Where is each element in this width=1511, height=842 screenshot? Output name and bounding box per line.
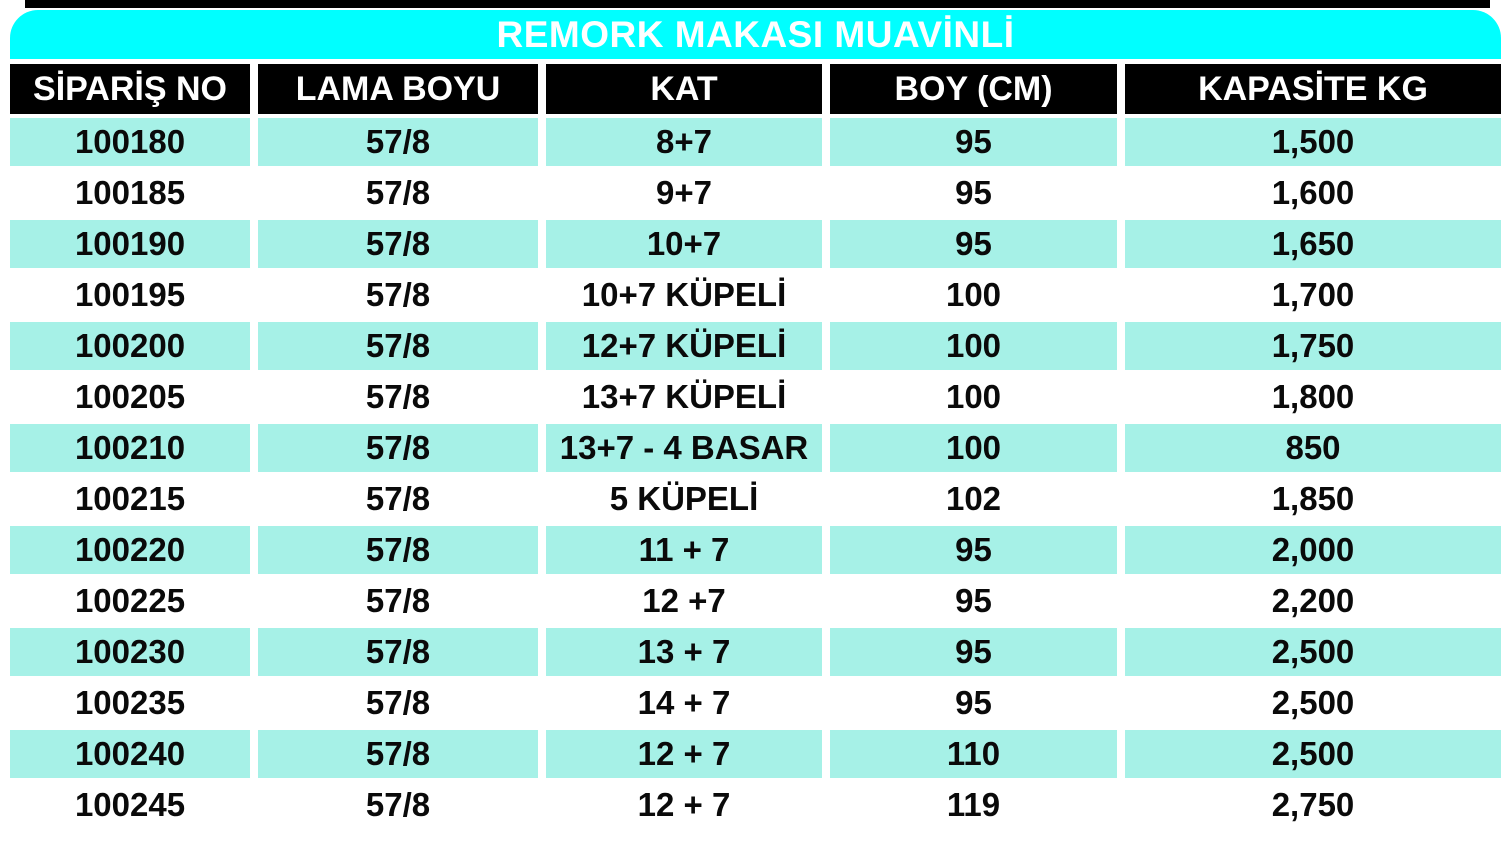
table-title-bar: REMORK MAKASI MUAVİNLİ (10, 10, 1501, 59)
table-cell: 2,500 (1125, 730, 1501, 778)
table-cell: 1,600 (1271, 174, 1355, 211)
table-cell: 100 (945, 276, 1002, 313)
table-cell: 12 +7 (642, 582, 726, 619)
table-cell: 12 + 7 (546, 730, 822, 778)
table-cell: 13 + 7 (546, 628, 822, 676)
column-header-3: BOY (CM) (830, 64, 1117, 114)
table-cell: 2,200 (1271, 582, 1355, 619)
table-cell: 95 (830, 220, 1117, 268)
table-cell: 100210 (10, 424, 250, 472)
table-cell: 850 (1125, 424, 1501, 472)
column-header-1: LAMA BOYU (258, 64, 538, 114)
table-cell: 57/8 (258, 628, 538, 676)
table-cell: 95 (955, 684, 992, 721)
table-cell: 57/8 (365, 684, 431, 721)
table-cell: 10+7 KÜPELİ (581, 276, 787, 313)
table-cell: 57/8 (258, 118, 538, 166)
table-cell: 100240 (10, 730, 250, 778)
column-header-2: KAT (546, 64, 822, 114)
table-header-row: SİPARİŞ NO LAMA BOYU KAT BOY (CM) KAPASİTE K… (10, 64, 1501, 114)
table-cell: 100225 (74, 582, 186, 619)
table-cell: 57/8 (365, 480, 431, 517)
table-cell: 100180 (10, 118, 250, 166)
column-header-0: SİPARİŞ NO (10, 64, 250, 114)
table-cell: 57/8 (365, 378, 431, 415)
table-cell: 100200 (10, 322, 250, 370)
table-cell: 10+7 (546, 220, 822, 268)
table-cell: 13+7 KÜPELİ (581, 378, 787, 415)
table-cell: 95 (955, 582, 992, 619)
table-cell: 100205 (74, 378, 186, 415)
column-header-4: KAPASİTE KG (1125, 64, 1501, 114)
table-cell: 100195 (74, 276, 186, 313)
table-cell: 119 (946, 786, 1001, 823)
table-cell: 13+7 - 4 BASAR (546, 424, 822, 472)
table-cell: 14 + 7 (637, 684, 731, 721)
table-cell: 8+7 (546, 118, 822, 166)
table-cell: 57/8 (365, 786, 431, 823)
table-cell: 2,500 (1271, 684, 1355, 721)
table-cell: 2,500 (1125, 628, 1501, 676)
table-cell: 102 (945, 480, 1002, 517)
table-cell: 100 (945, 378, 1002, 415)
table-cell: 100220 (10, 526, 250, 574)
table-cell: 100235 (74, 684, 186, 721)
table-cell: 2,000 (1125, 526, 1501, 574)
table-cell: 11 + 7 (546, 526, 822, 574)
table-cell: 100 (830, 424, 1117, 472)
table-cell: 12 + 7 (637, 786, 731, 823)
table-cell: 100230 (10, 628, 250, 676)
table-cell: 95 (830, 118, 1117, 166)
table-cell: 57/8 (258, 322, 538, 370)
table-cell: 57/8 (258, 730, 538, 778)
top-edge-strip (25, 0, 1490, 8)
table-cell: 5 KÜPELİ (609, 480, 759, 517)
table-body: 100180 57/8 8+7 95 1,500 100185 57/8 9+7 95 1,600… (10, 118, 1501, 829)
table-cell: 1,750 (1125, 322, 1501, 370)
table-cell: 95 (955, 174, 992, 211)
table-cell: 57/8 (365, 276, 431, 313)
table-cell: 1,700 (1271, 276, 1355, 313)
table-cell: 1,800 (1271, 378, 1355, 415)
table-cell: 100215 (74, 480, 186, 517)
table-cell: 57/8 (258, 220, 538, 268)
table-cell: 95 (830, 526, 1117, 574)
table-cell: 2,750 (1271, 786, 1355, 823)
table-cell: 1,650 (1125, 220, 1501, 268)
table-cell: 12+7 KÜPELİ (546, 322, 822, 370)
table-title: REMORK MAKASI MUAVİNLİ (496, 13, 1015, 55)
table-cell: 57/8 (365, 174, 431, 211)
table-cell: 100185 (74, 174, 186, 211)
table-cell: 100 (830, 322, 1117, 370)
table-cell: 57/8 (258, 424, 538, 472)
table-cell: 110 (830, 730, 1117, 778)
table-cell: 95 (830, 628, 1117, 676)
table-cell: 1,500 (1125, 118, 1501, 166)
table-cell: 57/8 (258, 526, 538, 574)
table-cell: 100245 (74, 786, 186, 823)
table-cell: 57/8 (365, 582, 431, 619)
table-cell: 9+7 (656, 174, 712, 211)
table-cell: 100190 (10, 220, 250, 268)
table-cell: 1,850 (1271, 480, 1355, 517)
